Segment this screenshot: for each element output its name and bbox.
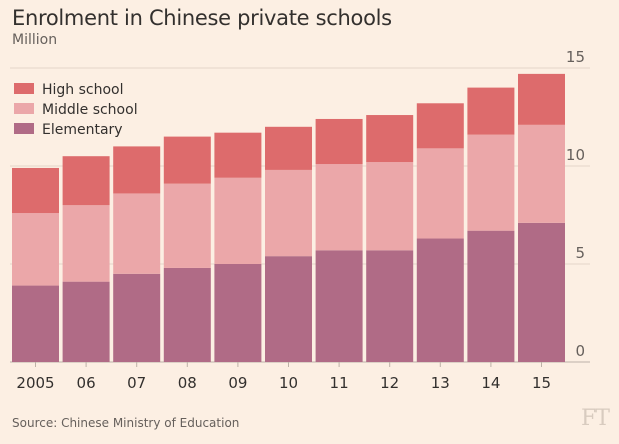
x-tick-label: 06: [77, 374, 96, 392]
bar-middle-school-15: [518, 124, 565, 223]
bar-elementary-11: [315, 250, 363, 362]
bar-middle-school-12: [366, 162, 414, 251]
ft-logo: FT: [581, 406, 610, 431]
x-tick-label: 11: [330, 374, 349, 392]
legend-swatch-middle-school: [14, 103, 34, 114]
bar-high-school-07: [113, 146, 161, 194]
bar-high-school-08: [163, 136, 211, 184]
bar-elementary-07: [113, 273, 161, 362]
y-tick-label: 5: [575, 244, 585, 262]
chart-subtitle: Million: [12, 32, 58, 48]
legend-label-middle-school: Middle school: [42, 102, 138, 118]
x-tick-label: 14: [481, 374, 500, 392]
bar-elementary-08: [163, 267, 211, 362]
legend-label-high-school: High school: [42, 82, 124, 98]
bar-elementary-06: [62, 281, 110, 362]
bar-elementary-13: [416, 238, 464, 362]
source-note: Source: Chinese Ministry of Education: [12, 416, 240, 430]
x-tick-label: 13: [431, 374, 450, 392]
bar-middle-school-13: [416, 148, 464, 239]
y-tick-label: 10: [566, 146, 585, 164]
bar-middle-school-06: [62, 205, 110, 282]
bar-high-school-09: [214, 132, 262, 178]
bar-elementary-15: [518, 222, 565, 362]
bar-high-school-06: [62, 156, 110, 206]
x-tick-label: 12: [380, 374, 399, 392]
chart-title: Enrolment in Chinese private schools: [12, 6, 392, 30]
bar-middle-school-14: [467, 134, 515, 231]
bar-high-school-15: [518, 73, 565, 125]
bar-high-school-11: [315, 118, 363, 165]
x-tick-label: 15: [532, 374, 551, 392]
legend-label-elementary: Elementary: [42, 122, 123, 138]
y-tick-label: 0: [575, 342, 585, 360]
legend-swatch-high-school: [14, 83, 34, 94]
x-tick-label: 10: [279, 374, 298, 392]
bar-middle-school-2005: [12, 213, 59, 286]
x-tick-label: 07: [127, 374, 146, 392]
x-tick-label: 2005: [16, 374, 54, 392]
y-tick-label: 15: [566, 48, 585, 66]
bar-elementary-10: [265, 256, 312, 362]
bar-elementary-14: [467, 230, 515, 362]
x-tick-label: 08: [178, 374, 197, 392]
bar-high-school-13: [416, 103, 464, 149]
bar-middle-school-10: [265, 169, 312, 257]
bar-elementary-2005: [12, 285, 59, 362]
bar-high-school-2005: [12, 167, 59, 214]
bar-middle-school-08: [163, 183, 211, 268]
legend-swatch-elementary: [14, 123, 34, 134]
x-tick-label: 09: [228, 374, 247, 392]
bar-high-school-10: [265, 126, 312, 170]
bar-high-school-12: [366, 115, 414, 163]
bar-elementary-09: [214, 264, 262, 362]
bar-middle-school-07: [113, 193, 161, 274]
bar-middle-school-09: [214, 177, 262, 264]
bar-middle-school-11: [315, 164, 363, 251]
bar-high-school-14: [467, 87, 515, 135]
bar-elementary-12: [366, 250, 414, 362]
